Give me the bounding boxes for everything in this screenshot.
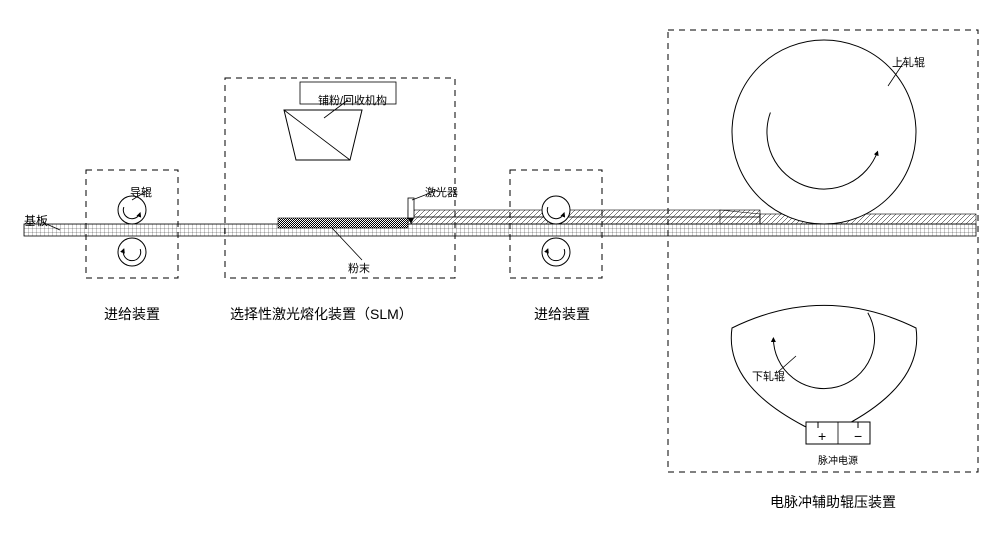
lower-roll-label: 下轧辊	[752, 368, 785, 384]
upper-roll-label: 上轧辊	[892, 54, 925, 70]
powder-rec-label: 铺粉/回收机构	[318, 92, 387, 108]
powder-label: 粉末	[348, 260, 370, 276]
slm-label: 选择性激光熔化装置（SLM）	[230, 304, 413, 324]
feed-right-label: 进给装置	[534, 304, 590, 324]
laser-label: 激光器	[425, 184, 458, 200]
substrate-label: 基板	[24, 212, 48, 229]
feed-left-label: 进给装置	[104, 304, 160, 324]
plus-terminal: +	[818, 428, 826, 444]
guide-roller-label: 导辊	[130, 184, 152, 200]
pulse-src-label: 脉冲电源	[818, 452, 858, 467]
minus-terminal: −	[854, 428, 862, 444]
epr-label: 电脉冲辅助辊压装置	[770, 492, 896, 512]
